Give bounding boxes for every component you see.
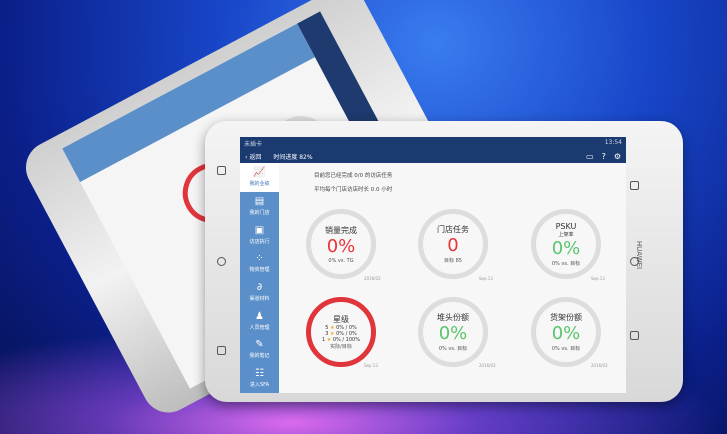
card-title: 星级	[333, 315, 349, 324]
card-date: 2016/02	[479, 363, 496, 368]
card-value: 0%	[551, 237, 581, 259]
status-bar: 未插卡 13:54	[240, 137, 626, 149]
card-title: 堆头份额	[437, 313, 469, 322]
card-note: 0% vs. 目标	[438, 346, 468, 352]
people-icon: ♟	[255, 310, 264, 322]
message-icon[interactable]: ▭	[586, 151, 594, 161]
paperclip-icon: ∂	[256, 282, 263, 294]
sidebar-item-label: 访店执行	[249, 238, 270, 245]
star-icon: ★	[329, 325, 335, 331]
menu-key[interactable]	[217, 346, 226, 355]
card-date: Sep 13	[364, 363, 378, 368]
card-store-tasks[interactable]: 门店任务 0 目标 85	[418, 209, 488, 279]
note-icon: ✎	[255, 339, 264, 351]
carrier-text: 未插卡	[244, 141, 263, 148]
list-icon: ☷	[255, 368, 264, 380]
star-value: 0% / 0%	[336, 325, 357, 331]
card-note: 0% vs. TG	[328, 257, 354, 264]
star-icon: ★	[329, 331, 335, 337]
star-level: 1	[322, 337, 326, 343]
card-value: 0%	[326, 235, 356, 257]
front-tablet: HUAWEI 未插卡 13:54 ‹ 返回 时间进度 82% ▭ ? ⚙ 📈 我的…	[205, 121, 683, 402]
home-key-right[interactable]	[630, 257, 639, 266]
back-label: 返回	[249, 153, 262, 161]
sidebar-item-label: 我的门店	[249, 210, 270, 217]
time-progress: 时间进度 82%	[273, 153, 313, 161]
card-shelf-share[interactable]: 货架份额 0% 0% vs. 目标	[531, 297, 601, 367]
app-screen: 未插卡 13:54 ‹ 返回 时间进度 82% ▭ ? ⚙ 📈 我的业绩 ▤ 我的门…	[240, 137, 626, 393]
card-date: 2016/02	[364, 276, 381, 281]
sidebar-item-label: 我的笔记	[249, 353, 270, 360]
chart-icon: 📈	[253, 167, 266, 179]
card-title: 销量完成	[325, 225, 357, 235]
card-title: 货架份额	[550, 313, 582, 322]
visit-summary: 目前您已经完成 0/0 的访店任务	[314, 173, 393, 179]
card-star-rating[interactable]: 星级 5 ★ 0% / 0% 3 ★ 0% / 0% 1 ★ 0% / 100%…	[306, 297, 376, 367]
card-display-share[interactable]: 堆头份额 0% 0% vs. 目标	[418, 297, 488, 367]
card-title: 门店任务	[437, 225, 469, 234]
store-icon: ▤	[254, 196, 265, 208]
sidebar-item-channel[interactable]: ∂ 渠道材料	[240, 278, 279, 307]
dashboard: 目前您已经完成 0/0 的访店任务 平均每个门店访店时长 0.0 小时 销量完成…	[279, 163, 626, 393]
back-key[interactable]	[217, 166, 226, 175]
sidebar-item-staff[interactable]: ♟ 人员管理	[240, 306, 279, 335]
sidebar-item-label: 进入SFA	[249, 382, 269, 389]
nav-bar: ‹ 返回 时间进度 82% ▭ ? ⚙	[240, 149, 626, 163]
card-subtitle: 上架率	[558, 231, 574, 238]
card-value: 0%	[438, 323, 468, 344]
card-sales[interactable]: 销量完成 0% 0% vs. TG	[306, 209, 376, 279]
settings-icon[interactable]: ⚙	[613, 151, 621, 161]
card-date: Sep 13	[591, 276, 605, 281]
sidebar-item-label: 我的业绩	[249, 181, 270, 188]
back-button[interactable]: ‹ 返回	[245, 153, 262, 161]
star-value: 0% / 0%	[336, 331, 357, 337]
card-date: Sep 13	[479, 276, 493, 281]
brand-logo: HUAWEI	[635, 240, 644, 270]
sidebar-item-stores[interactable]: ▤ 我的门店	[240, 192, 279, 221]
card-note: 目标 85	[444, 258, 462, 264]
card-date: 2016/02	[591, 363, 608, 368]
card-note: 实际/目标	[330, 344, 352, 350]
grid-icon: ⁘	[255, 253, 264, 265]
menu-key-right[interactable]	[630, 331, 639, 340]
nav-icons: ▭ ? ⚙	[586, 152, 621, 161]
card-psku[interactable]: PSKU 上架率 0% 0% vs. 目标	[531, 209, 601, 279]
clock: 13:54	[604, 139, 622, 146]
sidebar-item-sfa[interactable]: ☷ 进入SFA	[240, 364, 279, 393]
star-level: 3	[325, 331, 329, 337]
clipboard-icon: ▣	[254, 224, 265, 236]
sidebar: 📈 我的业绩 ▤ 我的门店 ▣ 访店执行 ⁘ 物资管理 ∂ 渠道材料 ♟ 人员管理 ✎ 我的笔…	[240, 163, 279, 393]
sidebar-item-label: 物资管理	[249, 267, 270, 274]
star-row: 3 ★ 0% / 0%	[325, 331, 357, 337]
sidebar-item-materials[interactable]: ⁘ 物资管理	[240, 249, 279, 278]
visit-duration: 平均每个门店访店时长 0.0 小时	[314, 187, 393, 193]
star-value: 0% / 100%	[332, 337, 360, 343]
sidebar-item-label: 人员管理	[249, 324, 270, 331]
card-note: 0% vs. 目标	[551, 260, 581, 267]
help-icon[interactable]: ?	[601, 151, 606, 161]
star-row: 1 ★ 0% / 100%	[322, 337, 360, 343]
star-row: 5 ★ 0% / 0%	[325, 325, 357, 331]
card-value: 0%	[551, 323, 581, 344]
home-key[interactable]	[217, 257, 226, 266]
card-title: PSKU	[555, 221, 577, 231]
card-note: 0% vs. 目标	[551, 346, 581, 352]
sidebar-item-performance[interactable]: 📈 我的业绩	[240, 163, 279, 192]
sidebar-item-label: 渠道材料	[249, 296, 270, 303]
star-icon: ★	[326, 337, 332, 343]
star-level: 5	[325, 325, 329, 331]
sidebar-item-visits[interactable]: ▣ 访店执行	[240, 220, 279, 249]
sidebar-item-notes[interactable]: ✎ 我的笔记	[240, 335, 279, 364]
card-value: 0	[447, 235, 459, 256]
back-key-right[interactable]	[630, 181, 639, 190]
